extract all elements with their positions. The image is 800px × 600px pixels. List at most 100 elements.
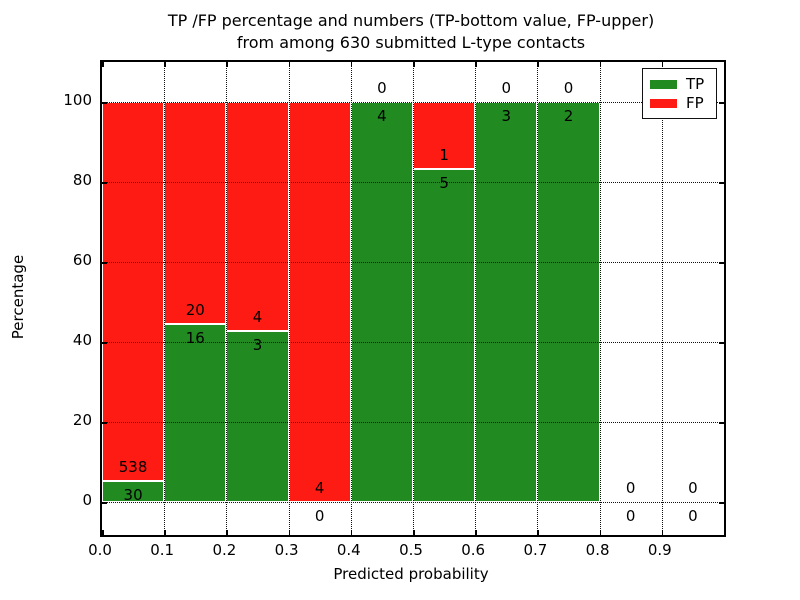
x-tick-label: 0.3 <box>274 541 299 559</box>
fp-bar-segment <box>226 102 289 331</box>
tp-bar-segment <box>164 324 227 502</box>
y-tick-label: 40 <box>72 331 92 349</box>
tp-color-swatch <box>650 80 677 89</box>
fp-count-label: 1 <box>439 145 449 164</box>
tp-count-label: 5 <box>439 173 449 192</box>
fp-bar-segment <box>102 102 165 481</box>
legend-label-fp: FP <box>686 94 704 112</box>
tp-bar-segment <box>102 480 165 502</box>
legend: TP FP <box>642 68 717 119</box>
x-tick-label: 0.4 <box>336 541 361 559</box>
tp-count-label: 4 <box>377 107 387 125</box>
plot-area: 538 30 20 16 4 3 4 0 0 4 1 5 0 3 0 2 0 0 0 0 TP FP <box>100 60 726 537</box>
fp-count-label: 0 <box>377 79 387 97</box>
vertical-gridline <box>599 62 601 535</box>
x-tick-label: 0.8 <box>585 541 610 559</box>
x-tick-label: 0.6 <box>461 541 486 559</box>
chart-title-line2: from among 630 submitted L-type contacts <box>236 33 586 52</box>
x-tick-mark-top <box>413 62 415 67</box>
fp-count-label: 0 <box>563 79 574 97</box>
fp-count-label: 4 <box>252 307 263 326</box>
x-tick-mark <box>350 530 353 535</box>
fp-count-label: 0 <box>625 479 636 497</box>
y-tick-mark-right <box>719 502 724 504</box>
y-tick-label: 80 <box>72 171 92 189</box>
fp-bar-segment <box>164 102 227 325</box>
fp-count-label: 4 <box>314 479 325 497</box>
legend-label-tp: TP <box>686 75 705 93</box>
vertical-gridline <box>661 62 663 535</box>
vertical-gridline <box>537 62 539 535</box>
x-tick-label: 0.2 <box>212 541 237 559</box>
x-tick-mark-top <box>661 62 664 67</box>
vertical-gridline <box>164 62 166 535</box>
y-tick-mark-right <box>719 102 724 104</box>
x-tick-mark-top <box>226 62 228 67</box>
tp-bar-segment <box>350 102 413 502</box>
x-tick-mark-top <box>164 62 166 67</box>
tp-bar-segment <box>226 330 289 502</box>
y-tick-label: 100 <box>63 91 92 109</box>
tp-count-label: 2 <box>563 107 574 125</box>
y-tick-mark-right <box>719 262 724 264</box>
fp-count-label: 0 <box>688 479 698 497</box>
x-tick-mark <box>475 530 477 535</box>
tp-count-label: 3 <box>501 107 512 125</box>
x-tick-label: 0.9 <box>647 541 672 559</box>
tp-count-label: 0 <box>688 507 698 525</box>
vertical-gridline <box>475 62 477 535</box>
fp-color-swatch <box>650 99 677 108</box>
x-tick-label: 0.1 <box>150 541 175 559</box>
fp-count-label: 0 <box>501 79 512 97</box>
fp-count-label: 20 <box>185 301 205 320</box>
x-tick-mark-top <box>288 62 291 67</box>
y-axis-label: Percentage <box>9 254 27 340</box>
y-tick-label: 0 <box>82 491 92 509</box>
y-tick-mark <box>102 342 107 344</box>
vertical-gridline <box>350 62 352 535</box>
vertical-gridline <box>413 62 414 535</box>
y-tick-mark <box>102 182 107 184</box>
x-tick-mark <box>413 530 415 535</box>
tp-bar-segment <box>475 102 538 502</box>
y-tick-mark-right <box>719 342 724 344</box>
tp-count-label: 3 <box>252 335 263 354</box>
vertical-gridline <box>226 62 228 535</box>
x-tick-mark <box>661 530 664 535</box>
x-tick-mark <box>164 530 166 535</box>
tp-count-label: 30 <box>123 485 143 504</box>
x-tick-mark-top <box>599 62 602 67</box>
x-tick-mark-top <box>537 62 539 67</box>
tp-count-label: 0 <box>314 507 325 525</box>
x-tick-mark <box>288 530 291 535</box>
tp-count-label: 16 <box>185 329 205 348</box>
chart-title: TP /FP percentage and numbers (TP-bottom… <box>100 10 722 54</box>
x-tick-mark <box>599 530 602 535</box>
legend-row-tp: TP <box>650 75 716 94</box>
tp-count-label: 0 <box>625 507 636 525</box>
fp-bar-segment <box>288 102 351 502</box>
y-tick-label: 20 <box>72 411 92 429</box>
x-tick-mark-top <box>102 62 104 67</box>
y-tick-mark <box>102 102 107 104</box>
x-tick-mark-top <box>475 62 477 67</box>
x-tick-label: 0.5 <box>399 541 423 559</box>
x-tick-mark <box>537 530 539 535</box>
tp-bar-segment <box>537 102 600 502</box>
legend-row-fp: FP <box>650 94 716 113</box>
x-axis-label: Predicted probability <box>333 565 489 583</box>
x-tick-mark-top <box>350 62 353 67</box>
y-tick-mark <box>102 262 107 264</box>
chart-title-line1: TP /FP percentage and numbers (TP-bottom… <box>167 11 655 30</box>
fp-count-label: 538 <box>118 457 148 476</box>
tp-bar-segment <box>413 168 476 502</box>
x-tick-label: 0.7 <box>523 541 548 559</box>
x-tick-label: 0.0 <box>88 541 112 559</box>
vertical-gridline <box>288 62 290 535</box>
y-tick-mark-right <box>719 422 724 424</box>
y-tick-mark <box>102 422 107 424</box>
x-tick-mark <box>226 530 228 535</box>
y-tick-label: 60 <box>72 251 92 269</box>
x-tick-mark <box>102 530 104 535</box>
